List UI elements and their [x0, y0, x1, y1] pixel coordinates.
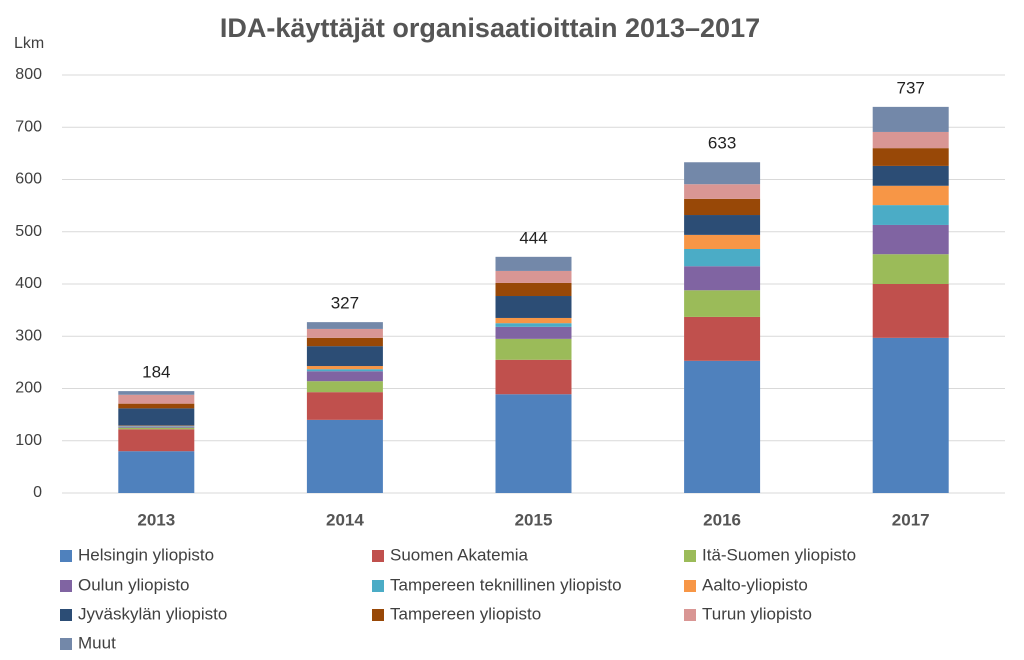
legend-swatch — [684, 609, 696, 621]
bar-segment — [684, 215, 761, 235]
bar-segment — [306, 369, 383, 372]
bar-segment — [118, 426, 195, 428]
bar-segment — [872, 337, 949, 493]
y-tick-label: 700 — [15, 118, 42, 135]
bar-segment — [306, 381, 383, 393]
legend-swatch — [684, 550, 696, 562]
legend-label: Turun yliopisto — [702, 604, 812, 623]
legend-label: Oulun yliopisto — [78, 575, 190, 594]
y-tick-label: 600 — [15, 171, 42, 188]
bar-segment — [306, 328, 383, 338]
bar-segment — [306, 371, 383, 382]
bar-segment — [495, 256, 572, 271]
legend-label: Jyväskylän yliopisto — [78, 604, 227, 623]
y-tick-label: 200 — [15, 380, 42, 397]
bar-segment — [495, 323, 572, 327]
bar-segment — [684, 184, 761, 199]
legend-label: Helsingin yliopisto — [78, 545, 214, 564]
bar-segment — [118, 429, 195, 452]
x-tick-label: 2017 — [892, 510, 930, 529]
bar-segment — [306, 337, 383, 347]
bar-segment — [872, 106, 949, 132]
bar-segment — [684, 162, 761, 185]
y-tick-label: 300 — [15, 327, 42, 344]
legend-swatch — [60, 580, 72, 592]
y-axis-label: Lkm — [14, 35, 44, 52]
legend-label: Tampereen teknillinen yliopisto — [390, 575, 622, 594]
bar-segment — [684, 360, 761, 493]
bar-segment — [872, 165, 949, 186]
y-tick-label: 500 — [15, 223, 42, 240]
bar-segment — [872, 131, 949, 149]
bar-segment — [684, 234, 761, 249]
bar-segment — [495, 359, 572, 395]
x-tick-label: 2015 — [515, 510, 553, 529]
bar-segment — [495, 338, 572, 360]
bar-segment — [872, 205, 949, 225]
total-label: 737 — [897, 78, 925, 97]
bar-segment — [118, 427, 195, 430]
bar-segment — [495, 270, 572, 283]
bar-segment — [872, 148, 949, 166]
bar-segment — [118, 425, 195, 427]
total-label: 633 — [708, 134, 736, 153]
bar-segment — [872, 185, 949, 206]
legend-swatch — [684, 580, 696, 592]
bar-segment — [495, 282, 572, 297]
bar-segment — [118, 408, 195, 426]
bar-segment — [306, 366, 383, 370]
bar-segment — [306, 419, 383, 493]
x-tick-label: 2016 — [703, 510, 741, 529]
legend-label: Itä-Suomen yliopisto — [702, 545, 856, 564]
legend-label: Aalto-yliopisto — [702, 575, 808, 594]
total-label: 327 — [331, 294, 359, 313]
total-label: 444 — [519, 228, 547, 247]
chart-title: IDA-käyttäjät organisaatioittain 2013–20… — [220, 13, 760, 43]
x-tick-label: 2013 — [137, 510, 175, 529]
bar-segment — [306, 346, 383, 367]
bar-segment — [684, 316, 761, 361]
bar-segment — [118, 451, 195, 493]
legend-swatch — [372, 609, 384, 621]
bar-segment — [495, 394, 572, 493]
bar-segment — [118, 403, 195, 409]
total-label: 184 — [142, 363, 170, 382]
bar-segment — [684, 266, 761, 291]
y-tick-label: 0 — [33, 484, 42, 501]
x-tick-label: 2014 — [326, 510, 364, 529]
bar-segment — [684, 290, 761, 317]
legend-swatch — [372, 550, 384, 562]
legend-swatch — [60, 550, 72, 562]
legend-swatch — [372, 580, 384, 592]
y-tick-label: 400 — [15, 275, 42, 292]
bar-segment — [118, 391, 195, 395]
bar-segment — [306, 392, 383, 420]
legend-label: Suomen Akatemia — [390, 545, 529, 564]
bar-segment — [872, 224, 949, 255]
bar-segment — [306, 322, 383, 329]
bar-segment — [495, 296, 572, 318]
bar-segment — [495, 326, 572, 339]
legend-label: Tampereen yliopisto — [390, 604, 541, 623]
bar-segment — [684, 248, 761, 267]
legend-label: Muut — [78, 633, 116, 652]
bar-segment — [118, 426, 195, 427]
bar-segment — [118, 394, 195, 404]
bar-segment — [495, 317, 572, 324]
bar-segment — [872, 284, 949, 338]
legend-swatch — [60, 609, 72, 621]
bar-segment — [684, 198, 761, 216]
y-tick-label: 800 — [15, 66, 42, 83]
bar-segment — [872, 254, 949, 284]
y-tick-label: 100 — [15, 432, 42, 449]
legend-swatch — [60, 638, 72, 650]
